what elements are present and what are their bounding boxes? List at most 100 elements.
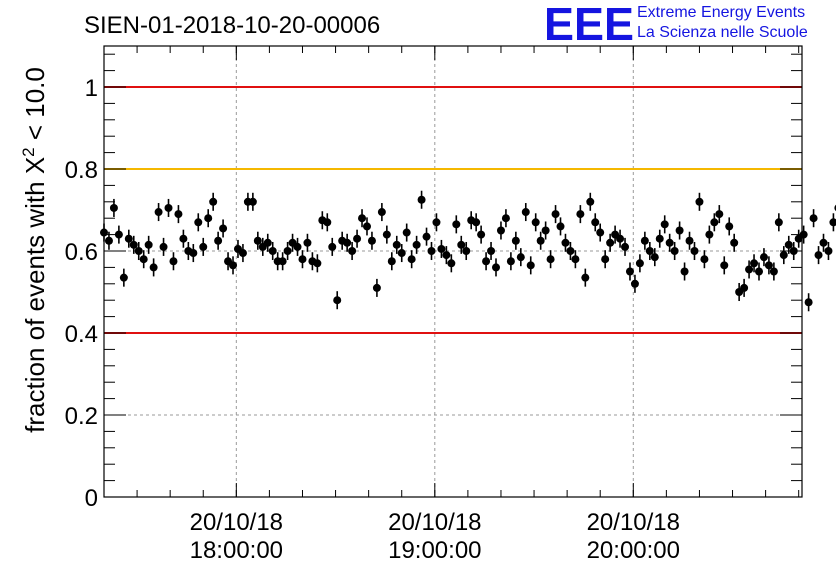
data-point [621,242,630,251]
data-point [407,255,416,264]
data-point [124,234,133,243]
data-point [705,230,714,239]
data-point [333,296,342,305]
data-point [675,226,684,235]
data-point [219,224,228,233]
data-point [496,226,505,235]
data-point [422,232,431,241]
data-point [531,218,540,227]
data-point [174,210,183,219]
data-point [571,255,580,264]
data-point [129,240,138,249]
data-point [303,238,312,247]
data-point [715,210,724,219]
data-point [392,240,401,249]
data-point [263,238,272,247]
data-point [402,228,411,237]
data-point [139,255,148,264]
x-tick-label-date: 20/10/18 [587,509,680,536]
data-point [546,255,555,264]
tick-labels: 00.20.40.60.8120/10/1818:00:0020/10/1819… [65,75,680,564]
data-point [526,261,535,270]
y-tick-label: 0 [85,485,98,512]
data-point [635,259,644,268]
grid-lines [104,46,802,497]
data-point [710,218,719,227]
data-point [670,247,679,255]
data-point [516,253,525,262]
data-point [804,298,813,307]
axis-ticks [103,46,802,498]
data-point [477,230,486,239]
data-point [278,257,287,266]
data-point [358,214,367,223]
logo-line-2: La Scienza nelle Scuole [637,24,808,41]
data-point [248,197,257,206]
data-point [566,247,575,255]
data-point [606,238,615,247]
data-point [229,261,238,270]
x-tick-label-date: 20/10/18 [388,509,481,536]
data-point [313,259,322,268]
data-point [348,247,357,255]
data-point [214,236,223,245]
data-point [199,242,208,251]
data-point [412,240,421,249]
data-point [730,238,739,247]
data-point [616,234,625,243]
data-point [144,240,153,249]
data-point [725,222,734,231]
eee-logo: EEE [544,2,634,46]
data-point [685,236,694,245]
data-point [774,218,783,227]
data-point [640,236,649,245]
y-tick-label: 0.6 [65,239,98,266]
data-point [253,236,262,245]
data-point [660,220,669,229]
y-axis-label: fraction of events with X2 < 10.0 [19,67,50,433]
x-tick-label-date: 20/10/18 [190,509,283,536]
data-point [367,236,376,245]
data-point [283,247,292,255]
data-point [462,247,471,255]
data-point [690,247,699,255]
data-point [397,249,406,258]
data-point [700,255,709,264]
data-point [119,273,128,282]
data-point [482,257,491,266]
data-point [759,253,768,262]
data-points [100,190,836,312]
data-point [506,257,515,266]
data-point [189,249,198,258]
data-point [591,218,600,227]
data-point [750,259,759,268]
data-point [268,247,277,255]
data-point [665,238,674,247]
data-point [472,218,481,227]
y-tick-label: 0.8 [65,157,98,184]
data-point [650,253,659,262]
data-point [164,203,173,212]
data-point [323,218,332,227]
y-tick-label: 0.2 [65,403,98,430]
data-point [561,238,570,247]
data-point [432,218,441,227]
x-tick-label-time: 20:00:00 [587,537,680,564]
data-point [784,240,793,249]
y-tick-label: 0.4 [65,321,98,348]
data-point [625,267,634,276]
data-point [109,203,118,212]
data-point [655,234,664,243]
data-point [179,234,188,243]
data-point [492,263,501,272]
data-point [556,222,565,231]
data-point [740,283,749,292]
data-point [541,226,550,235]
data-point [298,255,307,264]
data-point [457,240,466,249]
plot-frame [103,45,803,498]
data-point [104,236,113,245]
logo-letters: EEE [544,2,634,46]
data-point [596,228,605,237]
